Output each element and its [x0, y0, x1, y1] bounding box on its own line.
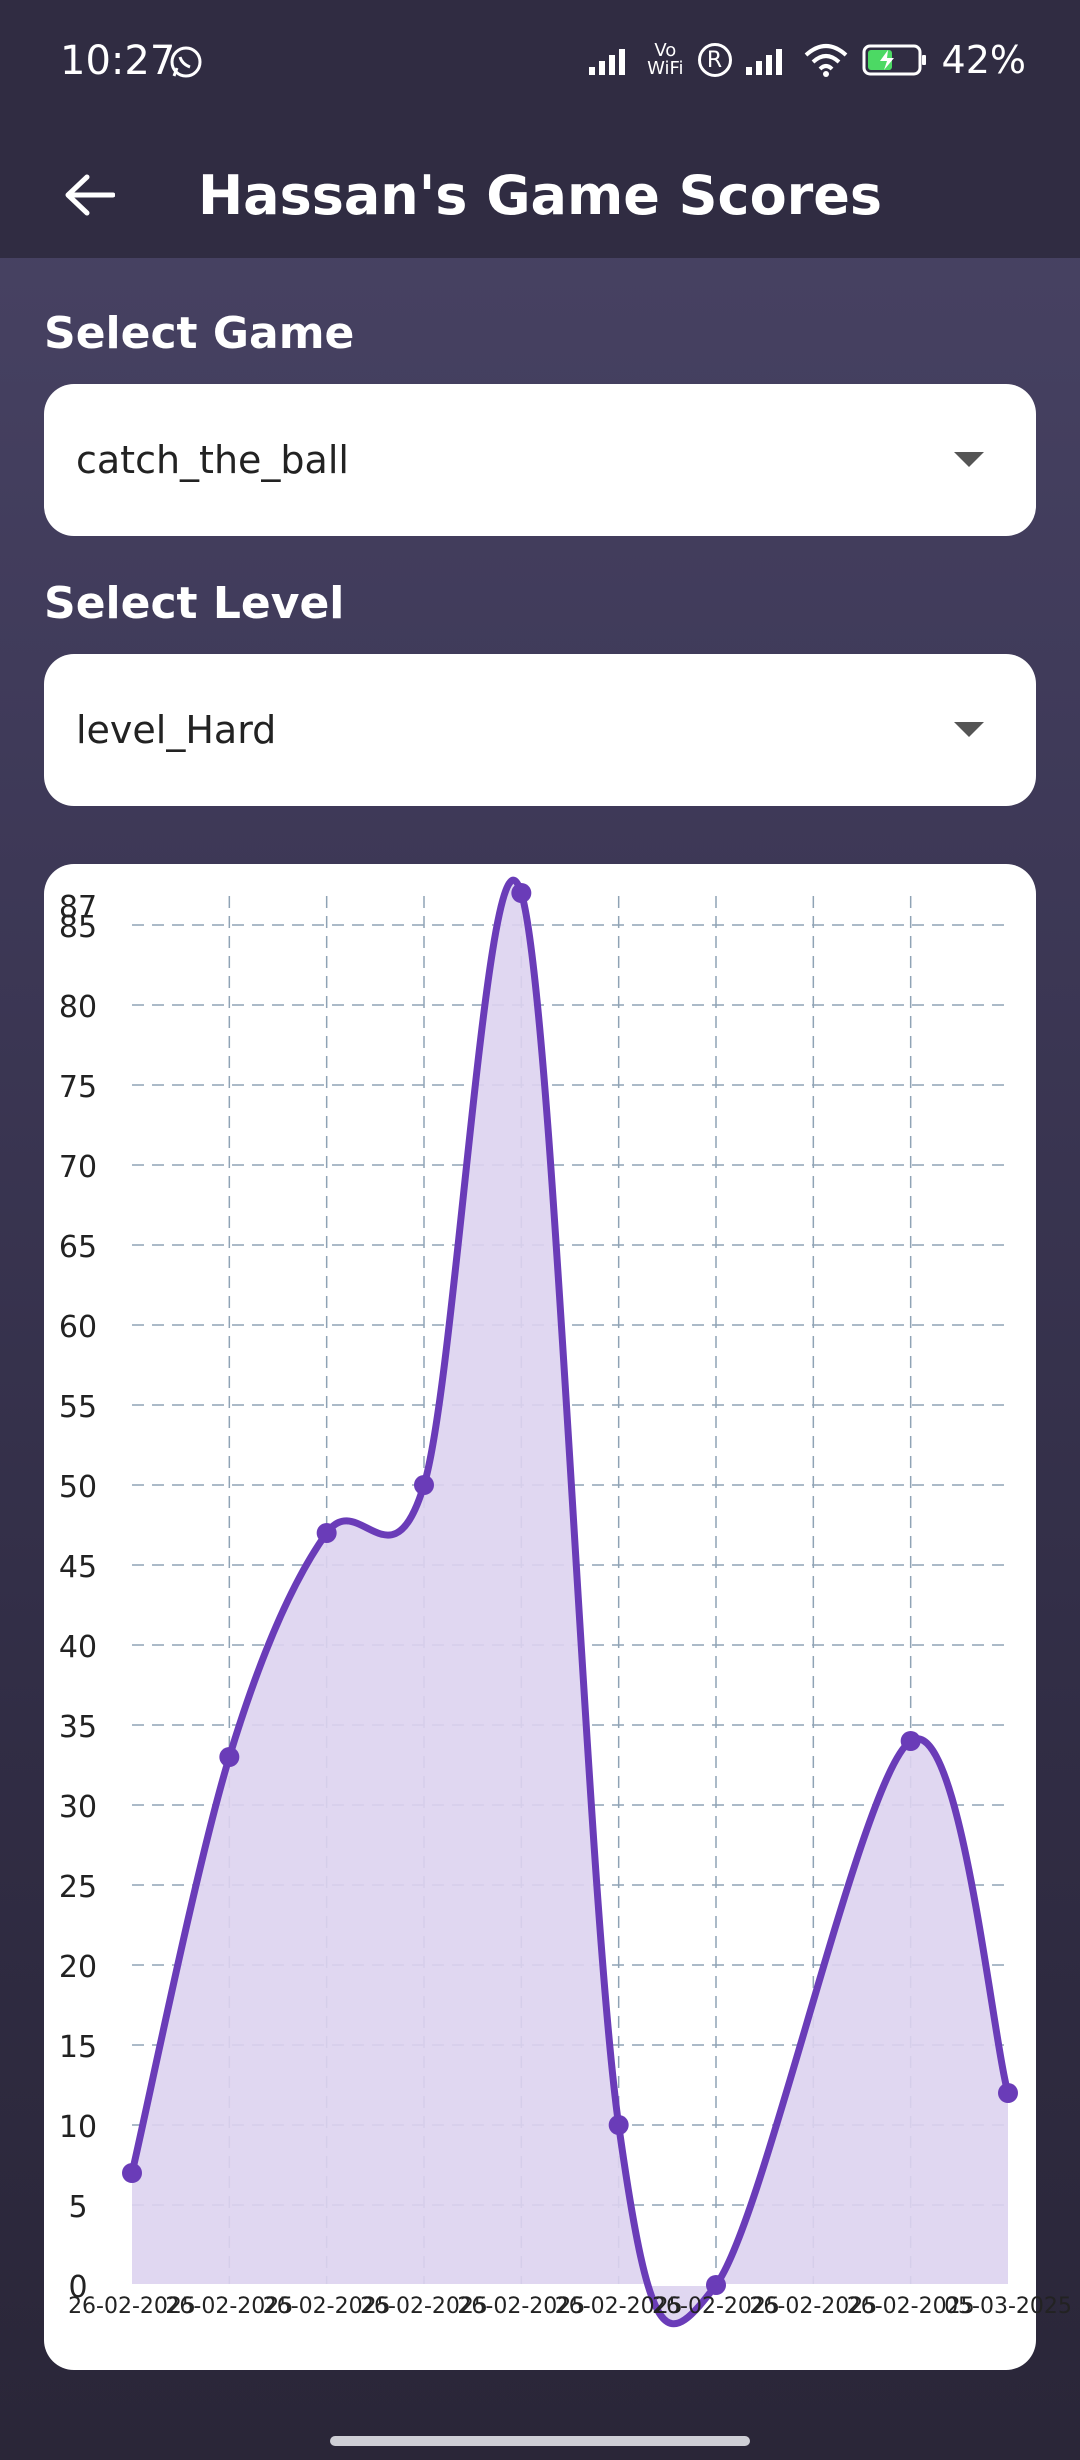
y-tick-label-text: 50 — [59, 1470, 97, 1505]
y-tick-label: 55 — [59, 1390, 97, 1425]
signal-icon-2 — [745, 49, 782, 75]
x-tick-label: 26-02-2025 — [360, 2294, 488, 2319]
level-select-label: Select Level — [44, 578, 345, 629]
y-tick-label: 15 — [59, 2030, 97, 2065]
x-tick-label: 05-03-2025 — [944, 2294, 1072, 2319]
data-point — [706, 2275, 726, 2295]
data-point — [900, 1731, 921, 1751]
data-point — [998, 2083, 1018, 2103]
battery-level: 42% — [941, 38, 1026, 82]
y-tick-label-text: 85 — [59, 910, 97, 945]
x-tick-label: 26-02-2025 — [263, 2294, 391, 2319]
y-tick-label: 87 — [59, 890, 97, 925]
score-area-fill — [132, 880, 1008, 2324]
back-button[interactable] — [44, 150, 134, 240]
data-point — [414, 1475, 434, 1495]
y-tick-label-text: 55 — [59, 1390, 97, 1425]
page-title: Hassan's Game Scores — [197, 164, 883, 227]
y-tick-label: 80 — [59, 990, 97, 1025]
y-tick-label-text: 87 — [59, 890, 97, 925]
y-tick-label-text: 10 — [59, 2110, 97, 2145]
y-tick-label-text: 75 — [59, 1070, 97, 1105]
y-tick-label-text: 25 — [59, 1870, 97, 1905]
whatsapp-icon — [170, 46, 202, 78]
home-indicator[interactable] — [330, 2436, 750, 2446]
y-tick-label: 60 — [59, 1310, 97, 1345]
y-tick-label: 65 — [59, 1230, 97, 1265]
vowifi-icon: Vo WiFi — [647, 42, 683, 78]
registered-icon: R — [697, 43, 732, 77]
y-tick-label-text: 15 — [59, 2030, 97, 2065]
status-time: 10:27 — [60, 38, 176, 84]
level-dropdown-value: level_Hard — [76, 708, 277, 752]
x-tick-label: 26-02-2025 — [68, 2294, 196, 2319]
level-dropdown[interactable]: level_Hard — [44, 654, 1036, 806]
x-tick-label: 26-02-2025 — [652, 2294, 780, 2319]
y-tick-label-text: 20 — [59, 1950, 97, 1985]
x-tick-label: 26-02-2025 — [165, 2294, 293, 2319]
arrow-left-icon — [65, 174, 115, 216]
x-tick-label: 26-02-2025 — [847, 2294, 975, 2319]
wifi-icon — [804, 44, 847, 77]
x-tick-label: 26-02-2025 — [749, 2294, 877, 2319]
data-point — [511, 883, 532, 903]
y-tick-label-text: 0 — [68, 2270, 87, 2305]
y-tick-label: 10 — [59, 2110, 97, 2145]
vowifi-label-top: Vo — [654, 40, 677, 61]
y-tick-label: 70 — [59, 1150, 97, 1185]
y-tick-label: 20 — [59, 1950, 97, 1985]
y-tick-label: 35 — [59, 1710, 97, 1745]
chevron-down-icon — [954, 452, 984, 467]
data-point — [608, 2115, 629, 2135]
y-tick-label-text: 60 — [59, 1310, 97, 1345]
x-tick-label: 26-02-2025 — [555, 2294, 683, 2319]
y-tick-label: 30 — [59, 1790, 97, 1825]
y-tick-label-text: 5 — [68, 2190, 87, 2225]
signal-icon — [589, 49, 626, 75]
x-tick-label: 26-02-2025 — [457, 2294, 585, 2319]
game-select-label: Select Game — [44, 308, 355, 359]
data-point — [316, 1523, 337, 1543]
app-bar: Hassan's Game Scores — [0, 128, 1080, 258]
y-tick-label: 40 — [59, 1630, 97, 1665]
y-tick-label: 0 — [68, 2270, 87, 2305]
y-tick-label: 75 — [59, 1070, 97, 1105]
battery-icon — [862, 44, 926, 76]
y-tick-label: 45 — [59, 1550, 97, 1585]
game-dropdown[interactable]: catch_the_ball — [44, 384, 1036, 536]
y-tick-label: 25 — [59, 1870, 97, 1905]
game-dropdown-value: catch_the_ball — [76, 438, 349, 482]
vowifi-label-bottom: WiFi — [647, 58, 684, 79]
score-chart-card: 0 5 10 15 20 25 30 35 40 45 50 55 60 65 70 75 80 85 87 26-0… — [44, 864, 1072, 2370]
y-tick-label-text: 35 — [59, 1710, 97, 1745]
y-tick-label-text: 30 — [59, 1790, 97, 1825]
data-point — [219, 1747, 240, 1767]
y-tick-label-text: 80 — [59, 990, 97, 1025]
y-tick-label-text: 40 — [59, 1630, 97, 1665]
y-tick-label-text: 65 — [59, 1230, 97, 1265]
y-tick-label: 85 — [59, 910, 97, 945]
y-tick-label-text: 70 — [59, 1150, 97, 1185]
y-tick-label: 5 — [68, 2190, 87, 2225]
data-point — [122, 2163, 142, 2183]
chevron-down-icon — [954, 722, 984, 737]
y-tick-label-text: 45 — [59, 1550, 97, 1585]
status-bar: 10:27 Vo WiFi R 42% — [0, 0, 1080, 128]
y-tick-label: 50 — [59, 1470, 97, 1505]
score-line — [128, 877, 1012, 2328]
